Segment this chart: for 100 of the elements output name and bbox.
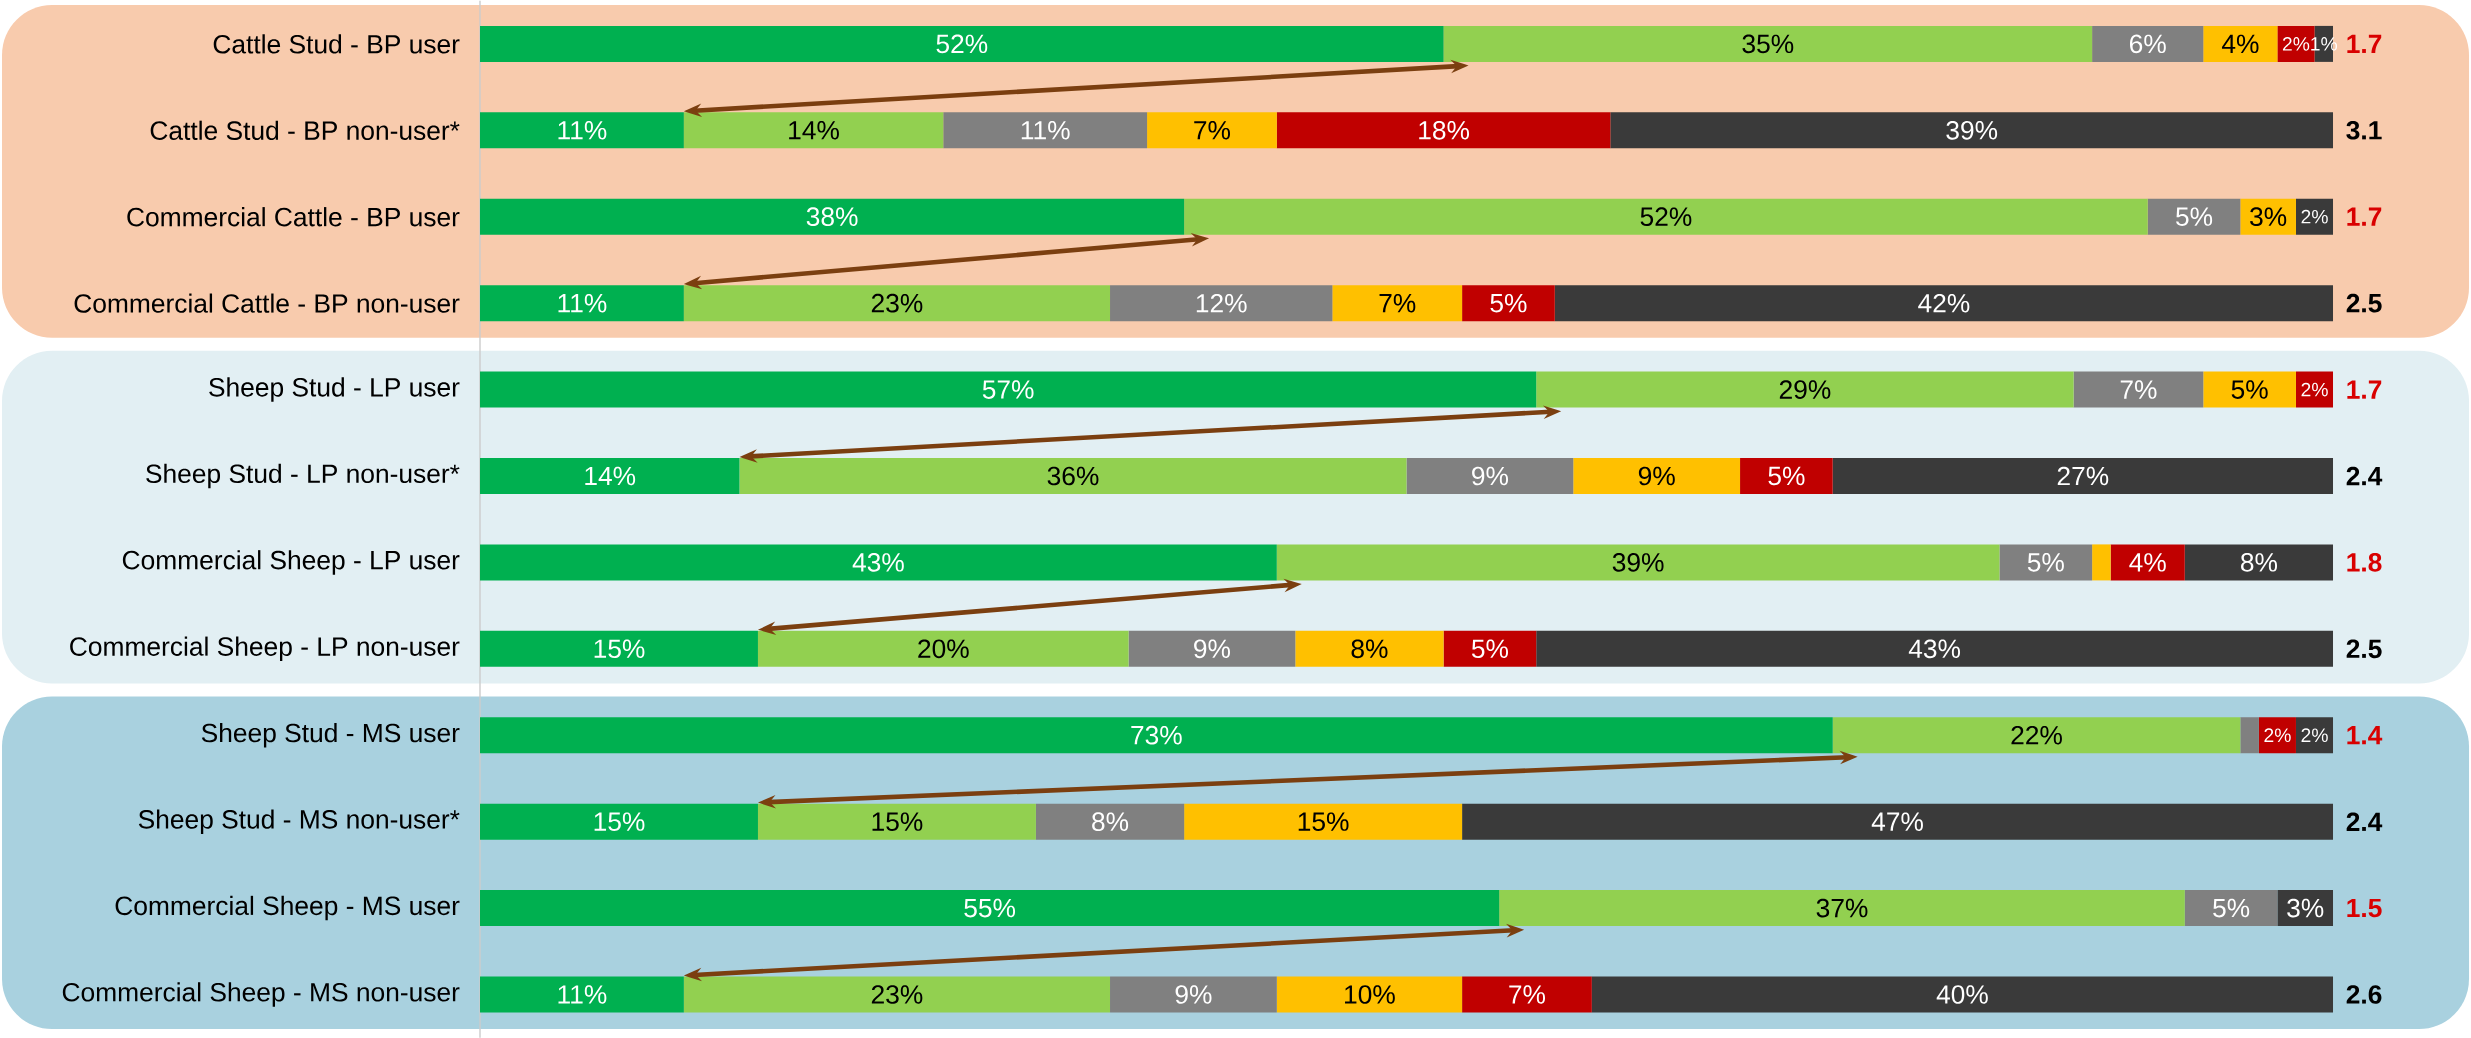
data-label: 43% — [852, 552, 904, 572]
y-tick-label: Commercial Sheep - MS non-user — [62, 982, 460, 1007]
y-tick-label: Sheep Stud - MS user — [201, 722, 460, 748]
bar — [1147, 112, 1277, 149]
data-label: 42% — [1918, 293, 1970, 313]
data-label: 2% — [2301, 728, 2328, 742]
bar — [1443, 25, 2093, 62]
data-label: 43% — [1908, 639, 1961, 658]
data-label: 10% — [1345, 984, 1395, 1004]
y-tick-label: Sheep Stud - LP non-user* — [146, 463, 460, 489]
bar — [2295, 717, 2334, 754]
data-label: 5% — [2213, 898, 2250, 918]
data-label: 12% — [1196, 293, 1247, 313]
bar — [2073, 371, 2204, 408]
bar — [1276, 976, 1463, 1013]
data-label: 23% — [871, 984, 923, 1004]
bar — [1591, 976, 2334, 1013]
data-label: 14% — [585, 466, 636, 486]
bar — [2092, 544, 2111, 581]
data-label: 9% — [1175, 984, 1212, 1004]
data-label: 11% — [558, 985, 607, 1004]
bar — [1499, 889, 2185, 926]
bar — [1740, 457, 1833, 494]
data-label: 57% — [982, 380, 1034, 399]
bar — [2184, 889, 2278, 926]
data-label: 7% — [1194, 120, 1231, 140]
data-label: 11% — [558, 120, 607, 140]
bar — [1332, 284, 1463, 321]
y-tick-label: Commercial Sheep - LP user — [122, 549, 460, 575]
data-label: 36% — [1047, 466, 1099, 486]
bar — [2258, 717, 2296, 754]
data-label: 11% — [558, 293, 607, 313]
bar — [2203, 25, 2278, 62]
data-label: 8% — [2241, 552, 2278, 572]
data-label: 40% — [1936, 984, 1988, 1004]
bar — [2295, 371, 2334, 408]
data-label: 9% — [1472, 466, 1509, 486]
data-label: 5% — [2176, 207, 2213, 226]
text: 2.5 — [2346, 639, 2382, 658]
bar — [2277, 889, 2334, 926]
bar — [1035, 803, 1185, 840]
bar — [1999, 544, 2093, 581]
y-tick-label: Commercial Sheep - LP non-user — [70, 636, 460, 661]
data-label: 37% — [1816, 898, 1868, 918]
data-label: 5% — [2027, 552, 2064, 572]
data-label: 20% — [918, 639, 969, 658]
text: 3.1 — [2346, 120, 2382, 140]
text: 1.7 — [2347, 207, 2382, 226]
data-label: 3% — [2250, 207, 2287, 226]
data-label: 8% — [1351, 639, 1388, 658]
data-label: 2% — [2264, 728, 2291, 742]
data-label: 2% — [2282, 36, 2310, 51]
data-label: 52% — [936, 34, 988, 54]
data-label: 2% — [2301, 209, 2328, 224]
bar — [1536, 630, 2334, 667]
data-label: 7% — [1379, 293, 1416, 313]
bar — [2240, 198, 2296, 235]
data-label: 5% — [1471, 639, 1509, 658]
data-label: 14% — [789, 120, 839, 140]
data-label: 22% — [2011, 725, 2062, 745]
data-label: 11% — [1021, 120, 1070, 140]
data-label: 2% — [2301, 382, 2328, 397]
bar — [1462, 284, 1555, 321]
bar — [2203, 371, 2296, 408]
text: 1.5 — [2347, 898, 2382, 918]
bar — [1832, 717, 2241, 754]
bar — [1462, 976, 1592, 1013]
bar — [2092, 25, 2204, 62]
bar — [480, 976, 684, 1013]
bar — [1554, 284, 2334, 321]
data-label: 5% — [1768, 466, 1805, 486]
data-label: 38% — [806, 207, 858, 226]
data-label: 27% — [2057, 466, 2109, 486]
bar — [480, 284, 684, 321]
data-label: 39% — [1612, 552, 1664, 572]
text: 1.7 — [2347, 34, 2382, 53]
bar — [2295, 198, 2334, 235]
text: 1.4 — [2347, 725, 2383, 745]
bar — [1295, 630, 1444, 667]
data-label: 52% — [1640, 207, 1692, 226]
text: 1.7 — [2347, 380, 2382, 399]
bar — [1610, 112, 2334, 149]
bar — [2184, 544, 2334, 581]
bar — [480, 630, 758, 667]
data-label: 9% — [1194, 639, 1231, 658]
bar — [1573, 457, 1741, 494]
bar — [1536, 371, 2074, 408]
bar — [1443, 630, 1537, 667]
y-tick-label: Commercial Cattle - BP non-user — [74, 293, 460, 313]
y-tick-label: Commercial Cattle - BP user — [127, 206, 460, 227]
y-tick-label: Cattle Stud - BP user — [213, 34, 460, 54]
data-label: 5% — [1490, 293, 1527, 313]
bar — [1276, 544, 2000, 581]
bar — [1462, 803, 2334, 840]
data-label: 15% — [594, 639, 645, 658]
data-label: 23% — [871, 293, 923, 313]
data-label: 4% — [2221, 34, 2259, 53]
bar — [2110, 544, 2185, 581]
data-label: 15% — [872, 812, 923, 831]
y-tick-label: Sheep Stud - MS non-user* — [138, 809, 460, 834]
